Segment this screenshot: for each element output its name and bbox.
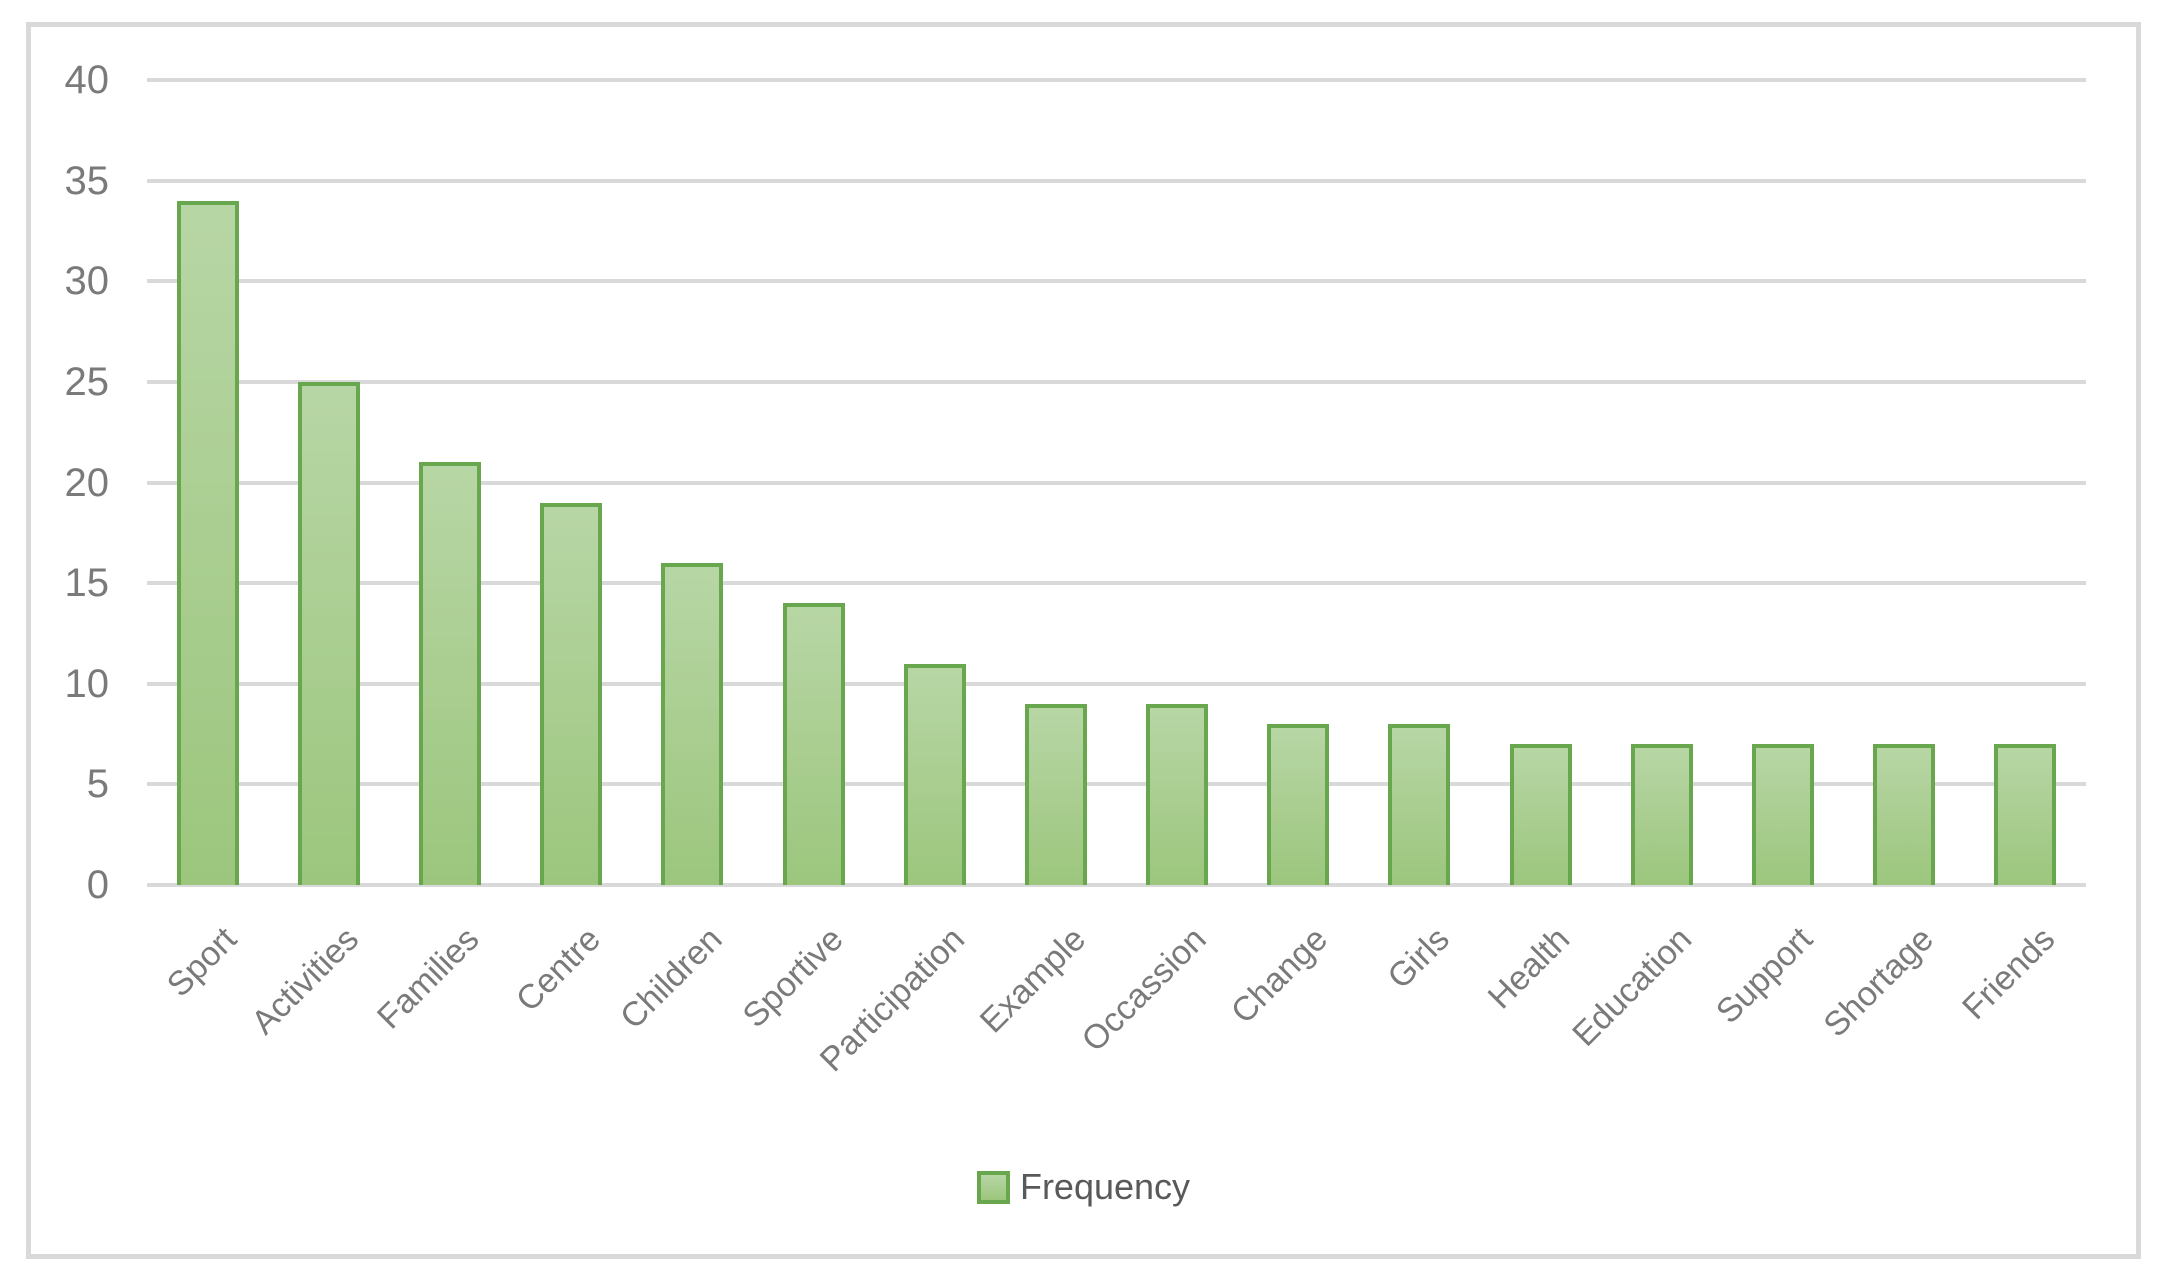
chart-frame (26, 22, 2141, 1259)
bar-sport (176, 200, 239, 885)
x-tick-label: Activities (243, 920, 366, 1042)
gridline (147, 279, 2086, 284)
x-tick-label: Health (1481, 920, 1578, 1017)
bar-health (1509, 744, 1572, 885)
bar-support (1752, 744, 1815, 885)
y-tick-label: 35 (64, 158, 110, 203)
x-tick-label: Example (972, 920, 1093, 1041)
bar-shortage (1873, 744, 1936, 885)
y-axis-labels: 40 35 30 25 20 15 10 5 0 (31, 60, 110, 905)
bar-slot (995, 80, 1116, 885)
x-tick-label: Occassion (1074, 920, 1214, 1060)
x-tick-label: Centre (508, 920, 609, 1020)
y-tick-label: 20 (64, 460, 110, 505)
y-tick-label: 15 (64, 561, 110, 606)
plot-area (147, 78, 2086, 887)
gridline (147, 782, 2086, 787)
bar-slot (1601, 80, 1722, 885)
gridline (147, 379, 2086, 384)
x-tick-label: Sport (160, 920, 245, 1005)
legend-label: Frequency (1019, 1166, 1191, 1207)
bar-slot (874, 80, 995, 885)
bar-slot (1238, 80, 1359, 885)
bar-example (1024, 703, 1087, 885)
bar-slot (1480, 80, 1601, 885)
gridline (147, 178, 2086, 183)
y-tick-label: 30 (64, 259, 110, 304)
bar-slot (1965, 80, 2086, 885)
bar-families (418, 462, 481, 885)
x-tick-label: Sportive (735, 920, 851, 1036)
x-tick-label: Shortage (1816, 920, 1942, 1045)
bar-slot (1359, 80, 1480, 885)
bar-change (1267, 724, 1330, 885)
bar-slot (1844, 80, 1965, 885)
bar-participation (903, 663, 966, 885)
y-tick-label: 40 (64, 58, 110, 102)
gridline (147, 78, 2086, 82)
y-tick-label: 10 (64, 661, 110, 706)
bar-centre (540, 502, 603, 885)
x-tick-label: Friends (1955, 920, 2063, 1028)
bars-container (147, 80, 2086, 885)
bar-slot (511, 80, 632, 885)
x-tick-label: Change (1224, 920, 1336, 1032)
y-tick-label: 25 (64, 359, 110, 404)
bar-activities (297, 381, 360, 885)
x-tick-label: Support (1708, 920, 1820, 1032)
bar-slot (1117, 80, 1238, 885)
bar-occassion (1146, 703, 1209, 885)
gridline (147, 681, 2086, 686)
bar-slot (389, 80, 510, 885)
bar-slot (147, 80, 268, 885)
legend-swatch-icon (976, 1170, 1010, 1204)
x-tick-label: Children (612, 920, 730, 1037)
bar-slot (632, 80, 753, 885)
gridline (147, 480, 2086, 485)
bar-education (1630, 744, 1693, 885)
bar-sportive (782, 603, 845, 885)
bar-girls (1388, 724, 1451, 885)
bar-slot (268, 80, 389, 885)
bar-friends (1994, 744, 2057, 885)
x-tick-label: Girls (1380, 920, 1457, 997)
x-tick-label: Families (370, 920, 487, 1037)
legend: Frequency (0, 1166, 2167, 1208)
gridline (147, 581, 2086, 586)
gridline (147, 883, 2086, 887)
y-tick-label: 0 (86, 863, 109, 907)
bar-slot (753, 80, 874, 885)
y-tick-label: 5 (86, 762, 109, 807)
bar-slot (1722, 80, 1843, 885)
x-tick-label: Education (1564, 920, 1699, 1054)
bar-children (661, 563, 724, 885)
